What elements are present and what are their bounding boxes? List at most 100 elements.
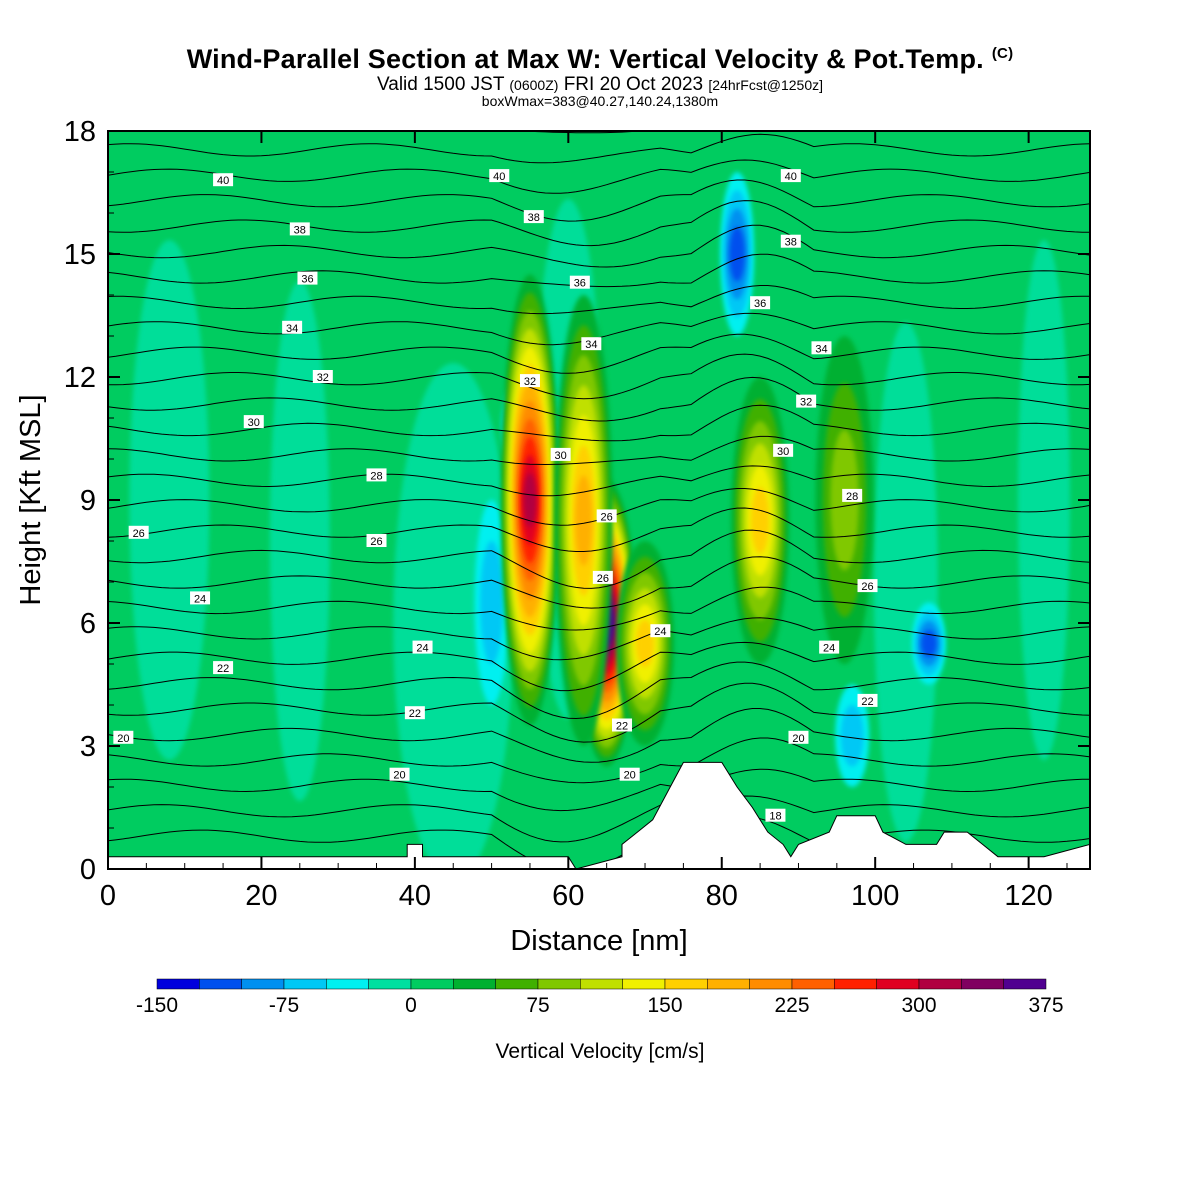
theta-label-text: 40 xyxy=(785,171,797,183)
colorbar-swatch-8 xyxy=(495,978,539,990)
theta-label-text: 36 xyxy=(574,278,586,290)
theta-label-5: 38 xyxy=(780,234,801,249)
theta-label-30: 22 xyxy=(404,706,425,720)
theta-label-32: 22 xyxy=(857,693,878,708)
theta-label-21: 26 xyxy=(366,534,387,548)
x-tick-label-80: 80 xyxy=(706,880,738,912)
y-tick-label-6: 6 xyxy=(80,608,96,640)
x-axis-label: Distance [nm] xyxy=(510,925,687,957)
theta-label-text: 20 xyxy=(624,770,636,782)
y-tick-label-3: 3 xyxy=(80,731,96,763)
theta-label-6: 36 xyxy=(297,271,318,286)
theta-contour-27 xyxy=(108,586,1090,631)
theta-label-text: 20 xyxy=(117,733,129,745)
theta-label-text: 26 xyxy=(601,511,613,523)
theta-contour-22 xyxy=(108,708,1090,763)
colorbar-tick-label: 0 xyxy=(405,994,417,1017)
valid-date: FRI 20 Oct 2023 xyxy=(563,74,704,95)
weak-downdraft-streak-1 xyxy=(269,281,330,801)
colorbar-tick-label: -75 xyxy=(269,994,299,1017)
y-tick-label-12: 12 xyxy=(64,362,96,394)
weak-downdraft-streak-2 xyxy=(393,363,514,869)
theta-label-text: 38 xyxy=(528,212,540,224)
x-tick-label-120: 120 xyxy=(1004,880,1052,912)
theta-contour-44 xyxy=(108,159,1090,194)
theta-contour-42 xyxy=(108,200,1090,247)
colorbar-tick-label: 375 xyxy=(1028,994,1063,1017)
theta-label-text: 20 xyxy=(792,733,804,745)
theta-label-22: 26 xyxy=(596,509,617,523)
theta-contour-20 xyxy=(108,768,1090,812)
theta-label-text: 28 xyxy=(846,491,858,503)
theta-label-8: 36 xyxy=(750,296,771,310)
theta-label-text: 24 xyxy=(416,643,428,655)
colorbar-swatch-9 xyxy=(537,978,581,990)
x-tick-label-0: 0 xyxy=(100,880,116,912)
theta-label-text: 34 xyxy=(585,339,597,351)
copyright-mark: (C) xyxy=(991,45,1014,62)
colorbar-tick-label: 150 xyxy=(647,994,682,1017)
theta-label-25: 24 xyxy=(190,591,211,605)
colorbar-swatch-4 xyxy=(326,978,369,990)
y-tick-label-9: 9 xyxy=(80,485,96,517)
valid-zulu: (0600Z) xyxy=(509,77,559,93)
theta-label-text: 22 xyxy=(861,696,873,708)
colorbar-swatch-1 xyxy=(199,978,242,990)
theta-label-7: 36 xyxy=(569,275,590,290)
theta-label-text: 36 xyxy=(754,298,766,310)
colorbar-swatch-14 xyxy=(749,978,793,990)
colorbar-swatch-13 xyxy=(707,978,750,990)
colorbar-swatch-5 xyxy=(368,978,412,990)
theta-contour-labels: 40 40 40 38 38 38 36 36 36 34 34 34 32 32 32 30 30 30 28 28… xyxy=(113,169,878,823)
box-wmax-info: boxWmax=383@40.27,140.24,1380m xyxy=(481,93,719,109)
theta-label-11: 34 xyxy=(811,341,832,355)
y-axis-label: Height [Kft MSL] xyxy=(15,394,47,605)
theta-contour-19 xyxy=(108,795,1090,843)
chart-title: Wind-Parallel Section at Max W: Vertical… xyxy=(186,44,1014,74)
colorbar-tick-label: 75 xyxy=(526,994,549,1017)
theta-label-text: 34 xyxy=(286,323,298,335)
updraft-core-0-band-12 xyxy=(523,472,537,528)
theta-label-text: 26 xyxy=(133,528,145,540)
theta-label-19: 28 xyxy=(842,488,863,503)
weak-downdraft-streak-5 xyxy=(1017,240,1070,760)
theta-label-1: 40 xyxy=(489,169,510,183)
theta-label-text: 38 xyxy=(294,224,306,236)
theta-label-text: 38 xyxy=(785,237,797,249)
colorbar-swatch-12 xyxy=(664,978,708,990)
theta-contour-37 xyxy=(108,333,1090,374)
theta-label-26: 24 xyxy=(412,640,433,655)
theta-contour-43 xyxy=(108,179,1090,222)
terrain xyxy=(108,761,1090,869)
theta-contour-29 xyxy=(108,529,1090,589)
theta-label-text: 26 xyxy=(597,573,609,585)
theta-contour-28 xyxy=(108,556,1090,609)
theta-label-33: 20 xyxy=(113,730,134,745)
theta-label-text: 40 xyxy=(217,175,229,187)
theta-label-24: 26 xyxy=(857,579,878,593)
weak-downdraft-streak-4 xyxy=(873,322,938,842)
updraft-core-2-band-7 xyxy=(575,475,592,566)
colorbar: -150 -75 0 75 150 225 300 375 xyxy=(136,978,1064,1017)
theta-label-text: 22 xyxy=(409,708,421,720)
y-tick-label-18: 18 xyxy=(64,116,96,148)
theta-label-14: 32 xyxy=(796,394,817,409)
theta-contour-40 xyxy=(108,253,1090,288)
theta-label-text: 22 xyxy=(616,721,628,733)
colorbar-swatch-2 xyxy=(241,978,285,990)
theta-label-28: 24 xyxy=(819,640,840,655)
theta-label-text: 32 xyxy=(524,376,536,388)
theta-label-text: 32 xyxy=(317,372,329,384)
theta-contour-45 xyxy=(108,133,1090,164)
x-tick-label-40: 40 xyxy=(399,880,431,912)
downdraft-core-5-band-2 xyxy=(480,541,503,664)
colorbar-tick-label: 225 xyxy=(774,994,809,1017)
x-tick-label-60: 60 xyxy=(552,880,584,912)
colorbar-swatch-16 xyxy=(834,978,877,990)
theta-label-text: 26 xyxy=(861,581,873,593)
theta-label-34: 20 xyxy=(389,767,410,782)
theta-label-20: 26 xyxy=(128,525,149,540)
theta-label-text: 22 xyxy=(217,663,229,675)
